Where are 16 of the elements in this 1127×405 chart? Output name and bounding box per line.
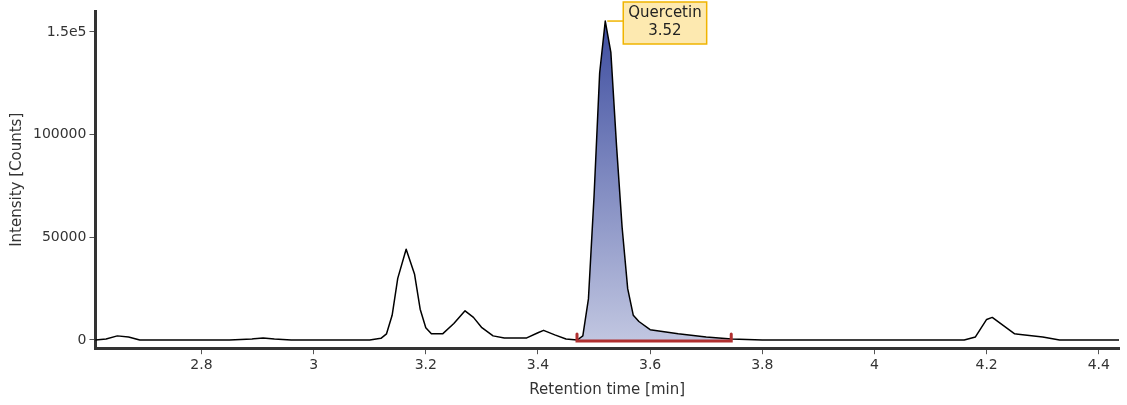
y-tick-label: 0 <box>77 330 87 347</box>
x-tick-label: 3.2 <box>414 356 437 373</box>
x-tick-label: 4.4 <box>1087 356 1111 373</box>
x-tick-label: 4 <box>870 356 880 373</box>
x-tick-label: 2.8 <box>190 356 213 373</box>
x-axis-title: Retention time [min] <box>529 379 686 398</box>
y-tick-label: 100000 <box>32 125 87 142</box>
y-tick-label: 1.5e5 <box>46 22 87 39</box>
y-tick-label: 50000 <box>41 227 87 244</box>
x-tick-label: 3.4 <box>526 356 550 373</box>
annotation: Quercetin 3.52 <box>628 3 702 40</box>
x-tick-label: 3.8 <box>751 356 774 373</box>
x-tick-label: 4.2 <box>975 356 998 373</box>
y-axis-title: Intensity [Counts] <box>6 112 25 247</box>
x-tick-label: 3 <box>309 356 319 373</box>
x-tick-label: 3.6 <box>638 356 662 373</box>
